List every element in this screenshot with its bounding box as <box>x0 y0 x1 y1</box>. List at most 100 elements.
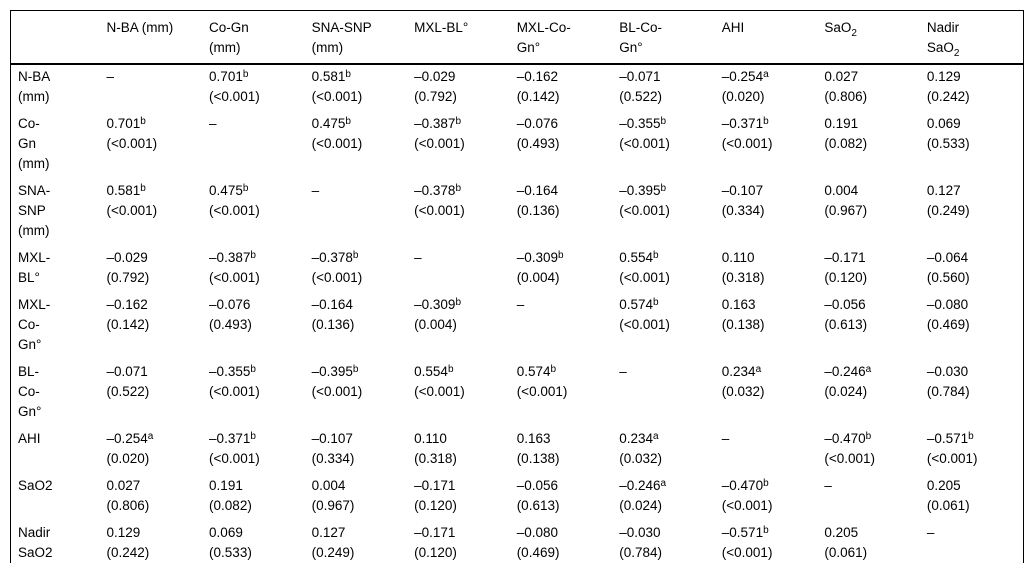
cell: –0.355b (<0.001) <box>613 112 716 179</box>
p-value-text: (0.613) <box>824 317 868 332</box>
sig-superscript: b <box>763 477 769 489</box>
corr-value: 0.205 <box>926 478 961 493</box>
cell-value: –0.246a <box>824 362 919 382</box>
corr-value: 0.127 <box>311 525 346 540</box>
p-value: (0.792) <box>107 268 202 288</box>
cell-value: –0.107 <box>722 181 817 201</box>
cell: –0.395b (<0.001) <box>613 179 716 246</box>
cell: –0.030 (0.784) <box>921 360 1024 427</box>
corr-value: –0.470 <box>824 431 866 446</box>
p-value-text: (<0.001) <box>721 545 773 560</box>
p-value-text: (<0.001) <box>209 270 260 285</box>
corr-value: 0.205 <box>824 525 859 540</box>
p-value: (0.136) <box>517 201 612 221</box>
cell: 0.475b (<0.001) <box>306 112 409 179</box>
corr-value: –0.378 <box>311 250 353 265</box>
cell-value: –0.076 <box>209 295 304 315</box>
row-label-text: (mm) <box>18 89 50 104</box>
cell-value: – <box>824 476 919 496</box>
p-value: (0.082) <box>209 496 304 516</box>
column-header: Co-Gn (mm) <box>203 10 306 65</box>
row-label-text: Co- <box>18 116 40 131</box>
sig-superscript: b <box>250 430 256 442</box>
cell: –0.071 (0.522) <box>101 360 204 427</box>
cell-value: 0.004 <box>312 476 407 496</box>
row-label-text: SNP <box>18 203 46 218</box>
cell: – <box>921 521 1024 563</box>
corr-value: 0.004 <box>824 183 859 198</box>
corr-value: 0.191 <box>824 116 859 131</box>
sig-superscript: b <box>653 249 659 261</box>
column-header: SNA-SNP (mm) <box>305 10 409 65</box>
corr-value: –0.030 <box>619 525 661 540</box>
p-value-text: (0.792) <box>414 89 457 104</box>
cell: –0.080 (0.469) <box>921 293 1024 360</box>
sig-superscript: a <box>660 477 667 489</box>
cell-value: –0.162 <box>107 295 202 315</box>
cell-value: –0.254a <box>107 429 202 449</box>
corr-value: 0.475 <box>311 116 346 131</box>
cell: 0.129 (0.242) <box>921 64 1024 112</box>
cell: –0.387b (<0.001) <box>408 112 511 179</box>
cell: –0.246a (0.024) <box>818 360 921 427</box>
p-value-text: (0.533) <box>209 545 252 560</box>
cell-value: –0.571b <box>927 429 1021 449</box>
cell-value: 0.581b <box>107 181 202 201</box>
p-value: (<0.001) <box>517 382 612 402</box>
p-value: (0.318) <box>722 268 817 288</box>
corr-value: –0.107 <box>721 183 764 198</box>
cell: 0.701b (<0.001) <box>101 112 204 179</box>
p-value: (<0.001) <box>722 496 817 516</box>
row-label-line: SaO2 <box>18 543 99 563</box>
p-value-text: (0.032) <box>721 384 765 399</box>
cell-value: –0.355b <box>209 362 304 382</box>
p-value-text: (0.967) <box>824 203 868 218</box>
cell-value: 0.581b <box>312 67 407 87</box>
corr-value: 0.581 <box>311 69 346 84</box>
cell: – <box>203 112 306 179</box>
p-value: (<0.001) <box>312 87 407 107</box>
corr-value: –0.071 <box>619 69 661 84</box>
corr-value: 0.581 <box>106 183 141 198</box>
corr-value: – <box>824 478 832 493</box>
cell: 0.027 (0.806) <box>101 474 204 521</box>
cell-value: 0.701b <box>209 67 304 87</box>
p-value-text: (0.318) <box>721 270 765 285</box>
row-label-line: SNP <box>18 201 99 221</box>
header-line: BL-Co- <box>619 18 714 38</box>
p-value: (0.120) <box>824 268 919 288</box>
p-value-text: (0.242) <box>106 545 150 560</box>
corr-value: –0.395 <box>619 183 661 198</box>
row-label-line: BL- <box>18 362 99 382</box>
row-label-line: Gn <box>18 134 99 154</box>
p-value-text: (0.032) <box>619 451 663 466</box>
cell-value: –0.080 <box>517 523 612 543</box>
row-label-line: MXL- <box>18 295 99 315</box>
corr-value: – <box>516 297 525 312</box>
cell: 0.701b (<0.001) <box>203 64 306 112</box>
cell-value: – <box>927 523 1021 543</box>
cell-value: 0.234a <box>619 429 714 449</box>
corr-value: 0.475 <box>209 183 243 198</box>
cell: –0.164 (0.136) <box>511 179 614 246</box>
sig-superscript: b <box>968 430 974 442</box>
p-value: (0.242) <box>107 543 202 563</box>
cell-value: –0.080 <box>927 295 1021 315</box>
p-value-text: (0.020) <box>721 89 765 104</box>
cell: –0.387b (<0.001) <box>203 246 306 293</box>
corr-value: –0.355 <box>619 116 661 131</box>
cell-value: –0.107 <box>312 429 407 449</box>
cell: 0.069 (0.533) <box>921 112 1024 179</box>
sig-superscript: b <box>660 115 667 127</box>
cell: 0.027 (0.806) <box>818 64 921 112</box>
column-header: Nadir SaO2 <box>920 10 1024 65</box>
cell: 0.004 (0.967) <box>306 474 409 521</box>
table-row: Co- Gn (mm) 0.701b (<0.001) –0.475b (<0.001) –0… <box>11 112 1024 179</box>
cell-value: 0.004 <box>824 181 919 201</box>
cell-value: –0.309b <box>414 295 509 315</box>
corr-value: 0.110 <box>414 431 447 446</box>
cell-value: –0.371b <box>722 114 817 134</box>
corr-value: 0.554 <box>619 250 654 265</box>
header-text: Nadir <box>926 20 960 35</box>
p-value-text: (0.469) <box>516 545 560 560</box>
